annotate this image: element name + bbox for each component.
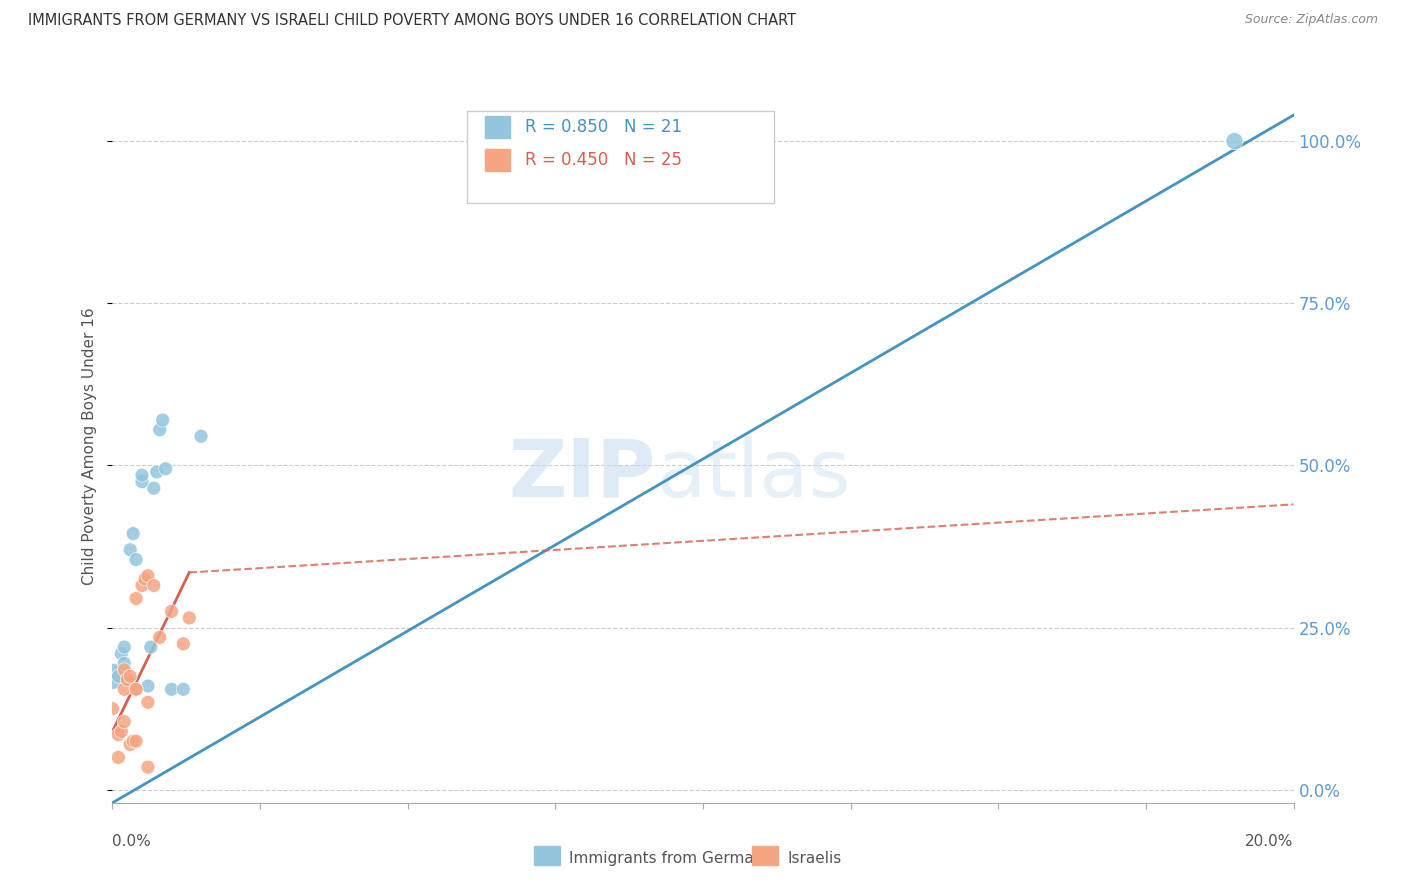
Point [117,673,138,687]
Point [125,591,148,606]
Point [101,702,124,716]
Point [107,669,129,683]
Point [125,552,148,566]
Text: IMMIGRANTS FROM GERMANY VS ISRAELI CHILD POVERTY AMONG BOYS UNDER 16 CORRELATION: IMMIGRANTS FROM GERMANY VS ISRAELI CHILD… [28,13,796,29]
Point [160,604,183,618]
Point [110,647,132,661]
Point [136,568,159,582]
FancyBboxPatch shape [485,149,510,171]
Y-axis label: Child Poverty Among Boys Under 16: Child Poverty Among Boys Under 16 [82,307,97,585]
Point [1223,134,1246,148]
Point [146,465,169,479]
Point [125,682,148,697]
FancyBboxPatch shape [467,111,773,203]
FancyBboxPatch shape [485,116,510,137]
Point [120,669,142,683]
Point [136,695,159,709]
Point [142,578,165,592]
Text: R = 0.450   N = 25: R = 0.450 N = 25 [524,152,682,169]
Point [122,734,145,748]
Point [190,429,212,443]
Point [136,760,159,774]
Point [131,475,153,489]
Point [142,481,165,495]
Point [139,640,162,654]
Point [112,714,135,729]
Point [122,526,145,541]
Point [112,663,135,677]
Point [125,682,148,697]
Text: 0.0%: 0.0% [112,834,152,849]
Text: Source: ZipAtlas.com: Source: ZipAtlas.com [1244,13,1378,27]
Point [172,637,194,651]
Point [125,734,148,748]
Point [160,682,183,697]
Point [120,542,142,557]
Point [120,738,142,752]
Text: atlas: atlas [655,435,851,514]
Point [131,578,153,592]
Point [179,611,201,625]
Point [149,631,172,645]
Point [112,640,135,654]
Text: Israelis: Israelis [787,851,842,865]
Point [149,423,172,437]
Point [112,657,135,671]
Point [134,572,156,586]
Point [172,682,194,697]
Point [136,679,159,693]
Point [155,461,177,475]
Point [101,669,124,683]
Text: 20.0%: 20.0% [1246,834,1294,849]
Point [131,468,153,483]
Text: Immigrants from Germany: Immigrants from Germany [569,851,773,865]
Point [107,750,129,764]
Text: R = 0.850   N = 21: R = 0.850 N = 21 [524,118,682,136]
Point [152,413,174,427]
Text: ZIP: ZIP [509,435,655,514]
Point [112,682,135,697]
Point [107,728,129,742]
Point [110,724,132,739]
